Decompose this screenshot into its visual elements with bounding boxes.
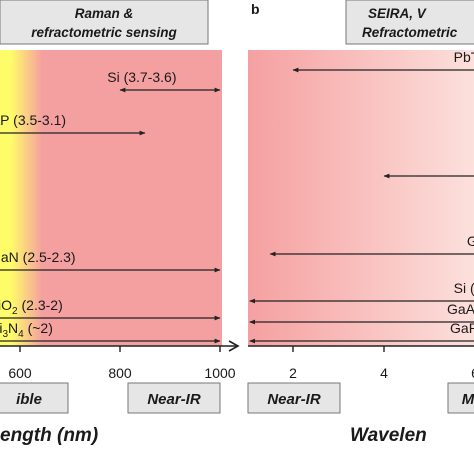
panel-a-background: [0, 50, 222, 346]
range-label: PbTe (~: [454, 49, 474, 65]
panel-a-x-axis-arrowhead: [228, 340, 240, 352]
range-label: Ge (~: [467, 233, 474, 249]
panel-a: Raman & refractometric sensing Si (3.7-3…: [0, 0, 240, 446]
panel-b-background: [248, 50, 474, 346]
region-label: ible: [16, 391, 42, 408]
x-tick-label: 600: [8, 365, 32, 381]
panel-b-series: PbTe (~ Ge (~ Si (~3.5 GaAs (3. GaP (~3: [249, 49, 474, 344]
panel-b: b SEIRA, V Refractometric PbTe (~ Ge (~ Si…: [247, 0, 474, 446]
panel-a-regions: ible Near-IR: [0, 382, 221, 414]
panel-a-series: Si (3.7-3.6) GaP (3.5-3.1) GaN (2.5-2.3) Ti…: [0, 69, 221, 344]
x-tick-label: 2: [289, 365, 297, 381]
x-tick-label: 1000: [204, 365, 235, 381]
panel-b-x-axis-title: Wavelen: [350, 425, 427, 446]
panel-b-ticks: 2 4 6: [289, 346, 474, 381]
range-label: GaP (3.5-3.1): [0, 112, 66, 128]
region-label-box: [127, 382, 221, 414]
range-label: GaAs (3.: [447, 301, 474, 317]
region-label: Near-IR: [267, 391, 321, 408]
x-tick-label: 6: [471, 365, 474, 381]
panel-b-header-box: [345, 0, 474, 45]
panel-b-header-line-1: SEIRA, V: [368, 6, 427, 21]
panel-a-ticks: 600 800 1000: [8, 346, 236, 381]
panel-a-header-line-2: refractometric sensing: [31, 25, 177, 40]
panel-a-header-box: [0, 0, 209, 45]
range-label: GaN (2.5-2.3): [0, 249, 76, 265]
panel-b-regions: Near-IR M: [247, 382, 474, 414]
region-label-box: [247, 382, 341, 414]
panel-b-letter: b: [251, 1, 260, 17]
range-label: Si (3.7-3.6): [107, 69, 176, 85]
panel-a-header-line-1: Raman &: [75, 6, 134, 21]
range-label: GaP (~3: [450, 320, 474, 336]
region-label: Near-IR: [147, 391, 201, 408]
range-label: TiO2 (2.3-2): [0, 297, 63, 317]
panel-a-x-axis-title: ength (nm): [0, 425, 98, 446]
region-label: M: [462, 391, 474, 408]
region-label-box: [447, 382, 474, 414]
x-tick-label: 4: [380, 365, 388, 381]
panel-b-header-line-2: Refractometric: [362, 25, 458, 40]
range-label: Si3N4 (~2): [0, 320, 53, 340]
x-tick-label: 800: [108, 365, 132, 381]
region-label-box: [0, 382, 69, 414]
range-label: Si (~3.5: [454, 280, 474, 296]
